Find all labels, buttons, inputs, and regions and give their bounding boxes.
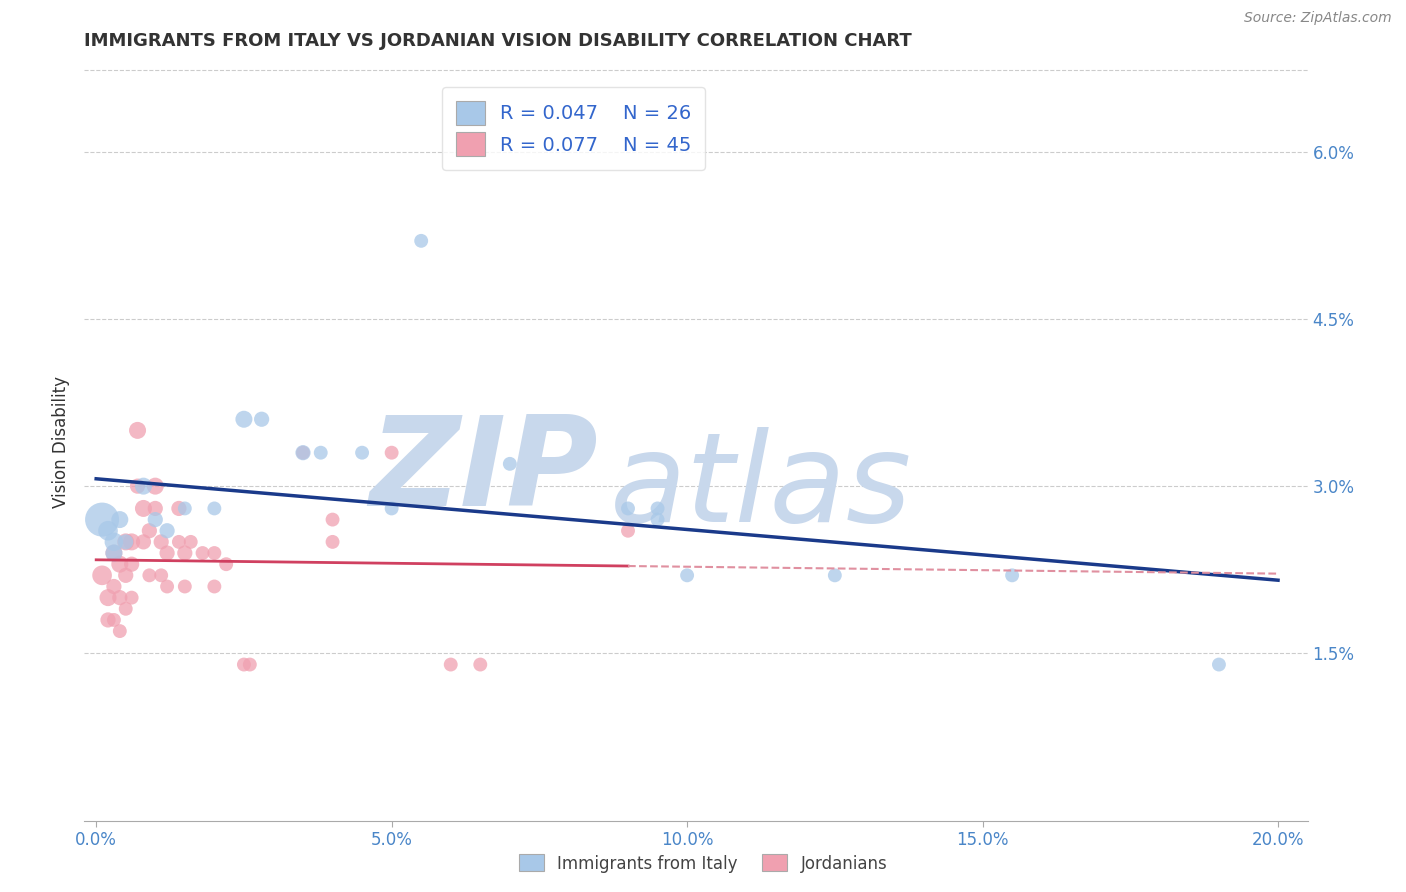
- Point: [121, 591, 143, 605]
- Point: [1001, 568, 1024, 582]
- Point: [250, 412, 273, 426]
- Point: [381, 446, 404, 460]
- Text: IMMIGRANTS FROM ITALY VS JORDANIAN VISION DISABILITY CORRELATION CHART: IMMIGRANTS FROM ITALY VS JORDANIAN VISIO…: [84, 32, 912, 50]
- Point: [173, 501, 195, 516]
- Point: [167, 535, 190, 549]
- Point: [127, 424, 149, 438]
- Point: [322, 535, 344, 549]
- Text: atlas: atlas: [610, 426, 912, 548]
- Point: [91, 512, 114, 526]
- Text: Source: ZipAtlas.com: Source: ZipAtlas.com: [1244, 12, 1392, 25]
- Point: [150, 535, 173, 549]
- Point: [322, 512, 344, 526]
- Point: [156, 546, 179, 560]
- Point: [97, 591, 120, 605]
- Point: [215, 557, 238, 572]
- Point: [114, 535, 136, 549]
- Point: [143, 501, 166, 516]
- Point: [114, 535, 136, 549]
- Point: [156, 580, 179, 594]
- Point: [202, 546, 225, 560]
- Point: [132, 535, 155, 549]
- Point: [411, 234, 433, 248]
- Point: [167, 501, 190, 516]
- Point: [132, 479, 155, 493]
- Point: [114, 568, 136, 582]
- Point: [121, 557, 143, 572]
- Point: [150, 568, 173, 582]
- Legend: Immigrants from Italy, Jordanians: Immigrants from Italy, Jordanians: [512, 847, 894, 880]
- Point: [202, 501, 225, 516]
- Point: [97, 524, 120, 538]
- Point: [108, 591, 131, 605]
- Point: [143, 479, 166, 493]
- Point: [103, 546, 125, 560]
- Point: [647, 501, 669, 516]
- Point: [156, 524, 179, 538]
- Point: [470, 657, 492, 672]
- Point: [103, 613, 125, 627]
- Point: [191, 546, 214, 560]
- Point: [232, 412, 254, 426]
- Legend: R = 0.047    N = 26, R = 0.077    N = 45: R = 0.047 N = 26, R = 0.077 N = 45: [441, 87, 706, 169]
- Point: [309, 446, 332, 460]
- Point: [381, 501, 404, 516]
- Point: [108, 512, 131, 526]
- Point: [114, 602, 136, 616]
- Point: [91, 568, 114, 582]
- Point: [239, 657, 262, 672]
- Point: [143, 512, 166, 526]
- Point: [499, 457, 522, 471]
- Point: [173, 546, 195, 560]
- Point: [97, 613, 120, 627]
- Point: [108, 557, 131, 572]
- Point: [202, 580, 225, 594]
- Point: [647, 512, 669, 526]
- Point: [232, 657, 254, 672]
- Point: [617, 524, 640, 538]
- Point: [103, 546, 125, 560]
- Point: [103, 535, 125, 549]
- Point: [121, 535, 143, 549]
- Point: [292, 446, 315, 460]
- Point: [108, 624, 131, 639]
- Point: [676, 568, 699, 582]
- Point: [132, 501, 155, 516]
- Point: [824, 568, 846, 582]
- Point: [440, 657, 463, 672]
- Point: [180, 535, 202, 549]
- Point: [617, 501, 640, 516]
- Point: [138, 524, 160, 538]
- Point: [352, 446, 374, 460]
- Point: [1208, 657, 1230, 672]
- Text: ZIP: ZIP: [370, 411, 598, 533]
- Point: [127, 479, 149, 493]
- Y-axis label: Vision Disability: Vision Disability: [52, 376, 70, 508]
- Point: [173, 580, 195, 594]
- Point: [292, 446, 315, 460]
- Point: [138, 568, 160, 582]
- Point: [103, 580, 125, 594]
